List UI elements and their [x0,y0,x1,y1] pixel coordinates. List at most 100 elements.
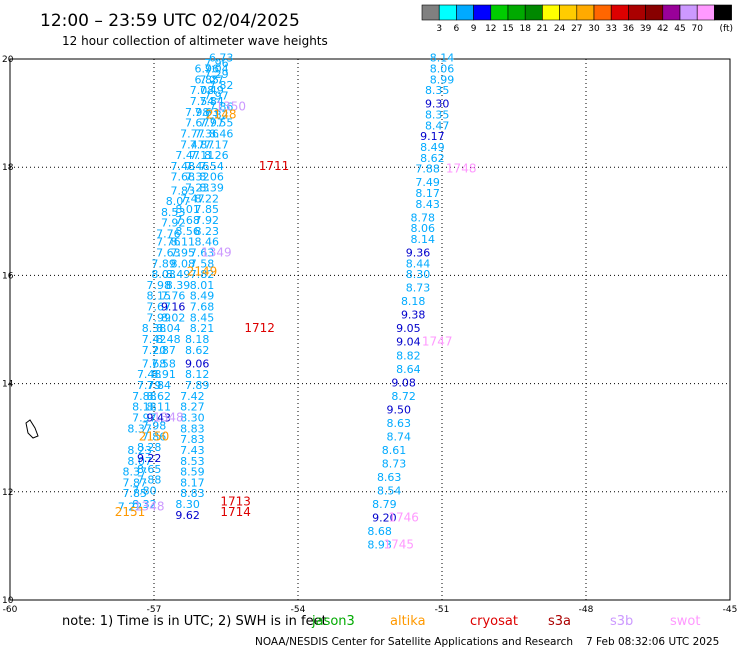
wave-height-point: 8.06 [411,222,436,235]
pass-time-label: 2150 [139,429,170,443]
colorbar-swatch [593,4,612,21]
wave-height-point: 6.96 [195,63,220,76]
wave-height-point: 7.76 [156,228,181,241]
wave-height-point: 7.83 [180,433,205,446]
wave-height-point: 7.95 [171,246,196,259]
plot-frame [9,58,731,601]
x-tick-label: -57 [147,605,162,615]
wave-height-point: 7.55 [209,117,234,130]
wave-height-point: 7.98 [142,420,167,433]
wave-height-point: 8.73 [406,282,431,295]
wave-height-point: 8.32 [132,498,157,511]
colorbar-unit-label: (ft) [719,24,733,34]
wave-height-point: 8.14 [430,52,455,65]
pass-time-label: 1711 [259,159,290,173]
satellite-legend: jason3 altika cryosat s3a s3b swot [311,614,700,629]
wave-height-point: 7.85 [195,203,220,216]
wave-height-point: 8.37 [127,422,152,435]
wave-height-point: 8.17 [180,476,205,489]
wave-height-point: 7.83 [171,184,196,197]
pass-time-label: 1348 [134,500,165,514]
wave-height-point: 8.11 [171,236,196,249]
x-tick-label: -60 [3,605,18,615]
wave-height-point: 8.07 [127,455,152,468]
wave-height-point: 8.65 [137,463,162,476]
wave-height-point: 8.38 [142,322,167,335]
wave-height-point: 8.46 [209,127,234,140]
wave-height-point: 9.06 [185,357,210,370]
wave-height-point: 7.47 [180,138,205,151]
wave-height-point: 8.01 [190,279,215,292]
wave-height-point: 8.15 [147,290,172,303]
wave-height-point: 8.61 [382,444,407,457]
colorbar-tick-label: 70 [691,24,703,34]
wave-height-point: 7.68 [171,171,196,184]
wave-height-point: 7.27 [199,73,224,86]
colorbar-ticks: 3 6 9 12 15 18 21 24 27 30 33 36 39 42 45 70 (ft) [436,24,733,34]
wave-height-point: 7.49 [415,176,440,189]
colorbar-tick-label: 21 [537,24,548,34]
wave-height-point: 8.54 [377,485,402,498]
colorbar-swatch [438,4,457,21]
wave-height-point: 8.79 [372,498,397,511]
colorbar-tick-label: 42 [657,24,668,34]
wave-height-point: 8.12 [185,368,210,381]
colorbar-swatch [507,4,526,21]
wave-height-point: 7.17 [204,138,229,151]
wave-height-point: 8.14 [411,233,436,246]
wave-height-point: 8.93 [367,539,392,552]
wave-height-point: 8.18 [185,333,210,346]
colorbar-swatch [473,4,492,21]
pass-time-label: 1348 [153,410,184,424]
wave-height-point: 7.32 [185,171,210,184]
colorbar-tick-label: 27 [571,24,582,34]
colorbar-swatch [559,4,578,21]
footer-note: note: 1) Time is in UTC; 2) SWH is in fe… [62,614,327,629]
colorbar-swatch [628,4,646,21]
wave-height-point: 8.44 [406,257,431,270]
pass-time-label: 2149 [187,264,218,278]
wave-height-point: 8.63 [377,471,402,484]
colorbar-swatch [576,4,595,21]
wave-height-point: 7.54 [199,160,224,173]
grid-lines [10,59,730,600]
wave-height-point: 9.50 [387,403,412,416]
chart-title: 12:00 – 23:59 UTC 02/04/2025 [40,11,300,31]
wave-height-point: 7.76 [161,290,186,303]
satellite-legend-entry: swot [670,614,700,629]
wave-height-point: 7.88 [415,163,440,176]
pass-time-label: 1746 [388,511,419,525]
wave-height-point: 8.39 [166,279,191,292]
pass-time-label: 1712 [244,321,275,335]
colorbar-legend [421,4,732,21]
wave-height-point: 9.30 [425,98,450,111]
wave-height-point: 6.73 [209,52,234,65]
wave-height-point: 7.63 [156,246,181,259]
wave-height-point: 9.38 [401,309,426,322]
wave-height-point: 8.03 [151,268,176,281]
wave-height-point: 7.97 [132,411,157,424]
pass-time-label: 1350 [216,99,247,113]
colorbar-tick-label: 39 [640,24,652,34]
wave-height-point: 9.43 [147,411,172,424]
axis-tick-labels: -60 -57 -54 -51 -48 -45 10 12 14 16 18 20 [2,55,737,615]
colorbar-tick-label: 45 [674,24,685,34]
pass-time-label: 2148 [206,108,237,122]
wave-height-point: 8.46 [195,236,220,249]
wave-height-point: 7.58 [151,357,176,370]
wave-height-point: 7.98 [185,106,210,119]
wave-height-point: 8.99 [430,73,455,86]
y-tick-label: 20 [2,55,14,65]
wave-height-point: 8.11 [147,401,172,414]
wave-height-point: 8.18 [401,295,426,308]
wave-height-point: 7.92 [195,214,220,227]
wave-height-point: 9.36 [406,246,431,259]
x-tick-label: -45 [723,605,738,615]
wave-height-point: 8.22 [195,192,220,205]
wave-height-point: 8.08 [171,257,196,270]
wave-height-point: 8.68 [367,525,392,538]
colorbar-tick-label: 9 [471,24,477,34]
wave-height-point: 7.88 [132,390,157,403]
wave-height-point: 7.85 [123,487,148,500]
wave-height-point: 8.39 [199,182,224,195]
